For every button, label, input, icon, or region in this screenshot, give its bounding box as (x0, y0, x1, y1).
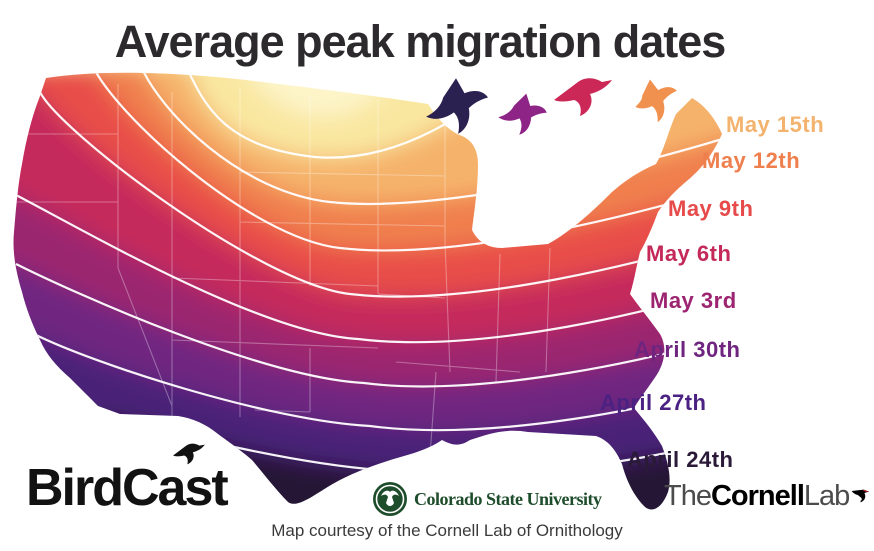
flying-bird-purple-icon (498, 93, 547, 135)
date-label-april-27: April 27th (600, 390, 707, 415)
date-label-may-9: May 9th (668, 196, 754, 221)
csu-logo: Colorado State University (372, 477, 602, 521)
cornell-bird-icon (851, 489, 870, 503)
cornell-lab: Lab (803, 479, 850, 512)
flying-bird-orange-icon (635, 79, 677, 123)
date-label-april-24: April 24th (627, 447, 734, 472)
zone-band-late-may (13, 72, 723, 158)
date-label-may-15: May 15th (726, 112, 825, 137)
csu-ram-icon (373, 482, 407, 516)
map-caption: Map courtesy of the Cornell Lab of Ornit… (271, 521, 623, 540)
cornell-wordmark: Cornell (710, 479, 805, 512)
cornell-lab-logo: The Cornell Lab (664, 470, 870, 522)
us-migration-map (13, 72, 723, 510)
date-label-may-6: May 6th (646, 241, 732, 266)
date-label-may-3: May 3rd (650, 288, 737, 313)
page-title: Average peak migration dates (114, 16, 727, 67)
birdcast-logo: BirdCast (26, 443, 256, 524)
cornell-the: The (664, 479, 712, 512)
flying-bird-crimson-icon (554, 78, 612, 116)
flying-bird-navy-icon (426, 78, 488, 134)
contour-may-3 (15, 263, 723, 388)
date-label-may-12: May 12th (702, 148, 801, 173)
birdcast-bird-icon (173, 443, 205, 465)
csu-wordmark: Colorado State University (414, 488, 602, 509)
date-label-april-30: April 30th (634, 337, 741, 362)
contour-may-12 (90, 72, 723, 252)
birdcast-wordmark: BirdCast (26, 459, 229, 517)
